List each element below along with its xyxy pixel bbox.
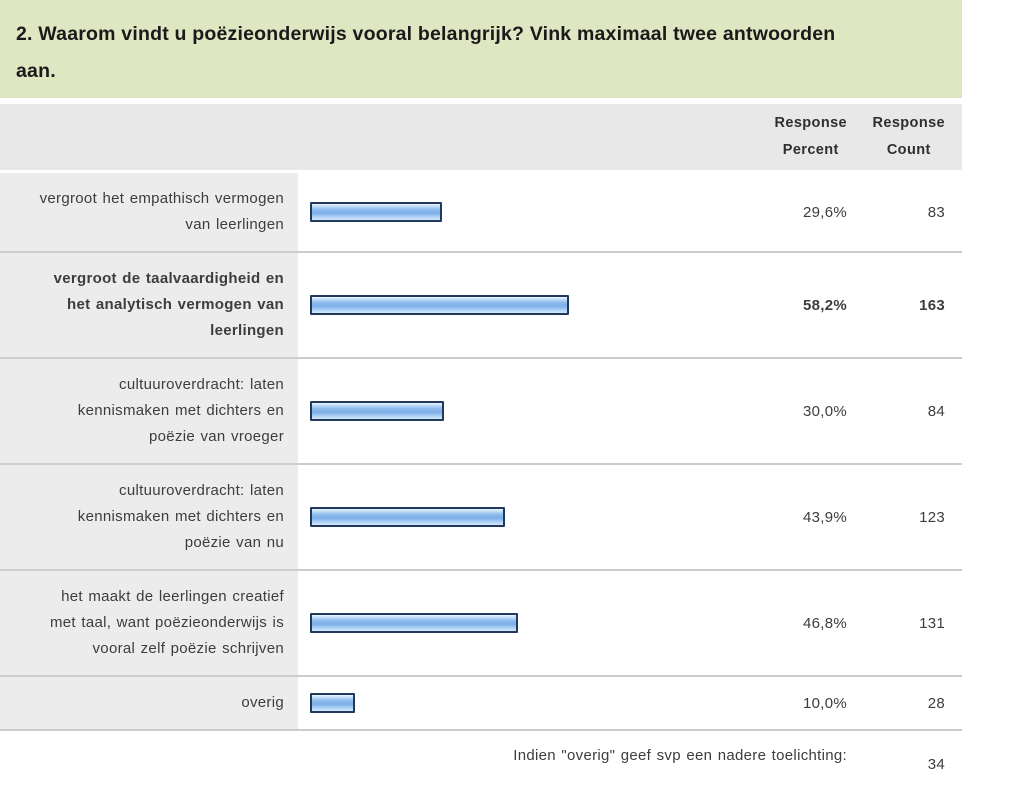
- title-header-divider: [0, 98, 962, 104]
- response-bar: [310, 295, 569, 315]
- column-header-response-percent: Response Percent: [774, 115, 847, 158]
- response-bar: [310, 613, 518, 633]
- results-table-header: Response Percent Response Count: [0, 104, 962, 170]
- response-count-value: 123: [919, 508, 945, 526]
- answer-label-cell: het maakt de leerlingen creatief met taa…: [0, 571, 298, 675]
- response-bar: [310, 202, 442, 222]
- question-title: 2. Waarom vindt u poëzieonderwijs vooral…: [16, 23, 836, 82]
- header-spacer: [0, 104, 698, 170]
- answer-label-cell: cultuuroverdracht: laten kennismaken met…: [0, 465, 298, 569]
- column-header-response-count: Response Count: [872, 115, 945, 158]
- answer-label: vergroot het empathisch vermogen van lee…: [39, 190, 284, 233]
- response-count-value: 84: [927, 402, 945, 420]
- followup-row: Indien "overig" geef svp een nadere toel…: [0, 729, 962, 789]
- response-count-value: 83: [927, 203, 945, 221]
- response-count-value: 131: [919, 614, 945, 632]
- bar-cell: [298, 359, 698, 463]
- answer-label: het maakt de leerlingen creatief met taa…: [49, 588, 284, 657]
- followup-count-value: 34: [927, 756, 945, 773]
- response-count-value: 28: [927, 694, 945, 712]
- response-percent-value: 29,6%: [802, 203, 847, 221]
- answer-label-cell: cultuuroverdracht: laten kennismaken met…: [0, 359, 298, 463]
- answer-label-cell: vergroot het empathisch vermogen van lee…: [0, 173, 298, 251]
- bar-cell: [298, 677, 698, 729]
- header-rows-divider: [0, 170, 962, 173]
- answer-label-cell: overig: [0, 677, 298, 729]
- response-percent-value: 58,2%: [802, 296, 847, 314]
- answer-label: overig: [241, 694, 284, 711]
- bar-cell: [298, 173, 698, 251]
- answer-row: cultuuroverdracht: laten kennismaken met…: [0, 357, 962, 463]
- response-percent-value: 46,8%: [802, 614, 847, 632]
- bar-cell: [298, 253, 698, 357]
- answer-row: overig 10,0% 28: [0, 675, 962, 729]
- answer-row: vergroot de taalvaardigheid en het analy…: [0, 251, 962, 357]
- answer-label: cultuuroverdracht: laten kennismaken met…: [77, 482, 284, 551]
- survey-question-block: 2. Waarom vindt u poëzieonderwijs vooral…: [0, 0, 962, 789]
- response-bar: [310, 693, 355, 713]
- response-count-value: 163: [919, 296, 945, 314]
- followup-label: Indien "overig" geef svp een nadere toel…: [513, 747, 847, 764]
- response-percent-value: 43,9%: [802, 508, 847, 526]
- response-bar: [310, 507, 505, 527]
- bar-cell: [298, 571, 698, 675]
- column-header-response-count-cell: Response Count: [847, 104, 962, 170]
- column-header-response-percent-cell: Response Percent: [698, 104, 847, 170]
- response-percent-value: 30,0%: [802, 402, 847, 420]
- answer-label: cultuuroverdracht: laten kennismaken met…: [77, 376, 284, 445]
- bar-cell: [298, 465, 698, 569]
- answer-row: cultuuroverdracht: laten kennismaken met…: [0, 463, 962, 569]
- answer-row: vergroot het empathisch vermogen van lee…: [0, 173, 962, 251]
- answer-label: vergroot de taalvaardigheid en het analy…: [53, 270, 284, 339]
- response-bar: [310, 401, 444, 421]
- response-percent-value: 10,0%: [802, 694, 847, 712]
- answer-label-cell: vergroot de taalvaardigheid en het analy…: [0, 253, 298, 357]
- question-title-block: 2. Waarom vindt u poëzieonderwijs vooral…: [0, 0, 962, 98]
- answer-row: het maakt de leerlingen creatief met taa…: [0, 569, 962, 675]
- results-rows: vergroot het empathisch vermogen van lee…: [0, 173, 962, 789]
